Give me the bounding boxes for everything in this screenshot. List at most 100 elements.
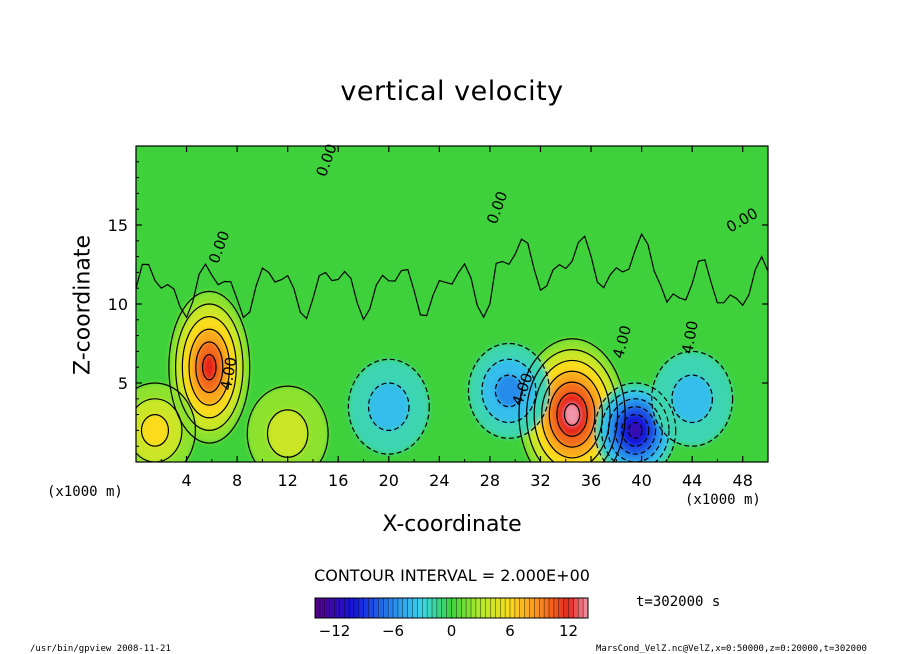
- contour-line: [563, 403, 581, 427]
- contour-line: [367, 382, 410, 432]
- colorbar-cell: [563, 598, 569, 618]
- field-level: [267, 409, 308, 458]
- y-tick-label: 5: [118, 374, 128, 393]
- x-tick-label: 4: [181, 471, 191, 490]
- x-axis-label: X-coordinate: [382, 512, 522, 537]
- colorbar-cell: [329, 598, 335, 618]
- contour-line: [195, 341, 224, 394]
- x-tick-label: 36: [581, 471, 601, 490]
- colorbar-cell: [334, 598, 340, 618]
- contour-line: [181, 316, 237, 419]
- colorbar-cell: [319, 598, 326, 618]
- colorbar-cell: [397, 598, 404, 618]
- colorbar-cell: [578, 598, 584, 618]
- colorbar-cell: [383, 598, 389, 618]
- colorbar-cell: [544, 598, 550, 618]
- field-level: [141, 414, 169, 447]
- colorbar-cell: [573, 598, 579, 618]
- colorbar-cell: [495, 598, 501, 618]
- colorbar-cell: [558, 598, 564, 618]
- colorbar-cell: [583, 598, 589, 618]
- colorbar-cell: [490, 598, 496, 618]
- colorbar-cell: [446, 598, 452, 618]
- colorbar-cell: [500, 598, 506, 618]
- colorbar-cell: [549, 598, 555, 618]
- x-tick-label: 8: [232, 471, 242, 490]
- contour-line: [481, 358, 537, 424]
- colorbar-cell: [363, 598, 369, 618]
- colorbar-cell: [553, 598, 560, 618]
- x-axis: 4 8 12 16 20 24 28 32 36 40 44 48: [160, 146, 753, 490]
- field-level: [564, 403, 580, 426]
- contour-line: [246, 385, 329, 462]
- colorbar-cell: [417, 598, 423, 618]
- contour-line: [594, 382, 677, 462]
- contour-line: [175, 303, 244, 432]
- contour-line: [627, 421, 643, 439]
- footer-left: /usr/bin/gpview 2008-11-21: [30, 644, 171, 654]
- colorbar-cell: [568, 598, 574, 618]
- colorbar-cell: [324, 598, 330, 618]
- field-level: [202, 354, 217, 380]
- colorbar-cell: [485, 598, 491, 618]
- y-axis: 5 10 15: [108, 161, 768, 447]
- colorbar-tick-label: 6: [505, 622, 515, 640]
- x-tick-label: 40: [631, 471, 651, 490]
- colorbar-cell: [432, 598, 438, 618]
- contour-line: [548, 381, 596, 448]
- contour-line: [518, 338, 626, 462]
- contour-line: [494, 374, 523, 408]
- contour-line: [600, 390, 670, 462]
- x-tick-label: 16: [328, 471, 348, 490]
- contour-line: [201, 353, 217, 381]
- colorbar-tick-label: 12: [559, 622, 578, 640]
- colorbar-cell: [519, 598, 525, 618]
- colorbar-cell: [514, 598, 521, 618]
- colorbar-cell: [441, 598, 447, 618]
- x-tick-label: 44: [682, 471, 702, 490]
- colorbar-cell: [344, 598, 350, 618]
- x-tick-label: 32: [530, 471, 550, 490]
- x-tick-label: 48: [733, 471, 753, 490]
- x-tick-label: 12: [278, 471, 298, 490]
- colorbar-cell: [524, 598, 530, 618]
- colorbar-tick-label: 0: [447, 622, 457, 640]
- colorbar-cell: [480, 598, 486, 618]
- zero-contour: [136, 232, 768, 321]
- y-axis-label: Z-coordinate: [70, 235, 96, 375]
- colorbar-cell: [388, 598, 394, 618]
- time-label: t=302000 s: [636, 594, 721, 610]
- y-axis-unit: (x1000 m): [47, 484, 123, 500]
- contour-line: [168, 290, 251, 444]
- colorbar-cell: [339, 598, 345, 618]
- colorbar-tick-label: −12: [319, 622, 351, 640]
- colorbar-cell: [373, 598, 379, 618]
- contour-line: [556, 392, 588, 437]
- colorbar-tick-label: −6: [382, 622, 404, 640]
- contour-label: 4.00: [678, 319, 702, 355]
- y-tick-label: 10: [108, 295, 128, 314]
- contour-line: [467, 342, 550, 439]
- field-level: [368, 383, 410, 431]
- colorbar-cell: [412, 598, 418, 618]
- contour-lines: [136, 232, 768, 462]
- x-tick-label: 24: [429, 471, 449, 490]
- colorbar-cell: [402, 598, 408, 618]
- field-level: [671, 375, 713, 423]
- chart-title: vertical velocity: [340, 76, 564, 107]
- colorbar-cell: [378, 598, 384, 618]
- colorbar-cell: [539, 598, 545, 618]
- colorbar-cell: [510, 598, 516, 618]
- contour-label: 4.00: [217, 356, 241, 392]
- colorbar-cell: [393, 598, 399, 618]
- colorbar-cell: [505, 598, 511, 618]
- colorbar-cell: [456, 598, 462, 618]
- colorbar-cell: [475, 598, 482, 618]
- contour-line: [533, 359, 611, 462]
- contour-line: [140, 414, 170, 447]
- field-layer: [136, 291, 733, 462]
- y-tick-label: 15: [108, 216, 128, 235]
- colorbar-frame: [314, 597, 589, 619]
- x-tick-label: 20: [379, 471, 399, 490]
